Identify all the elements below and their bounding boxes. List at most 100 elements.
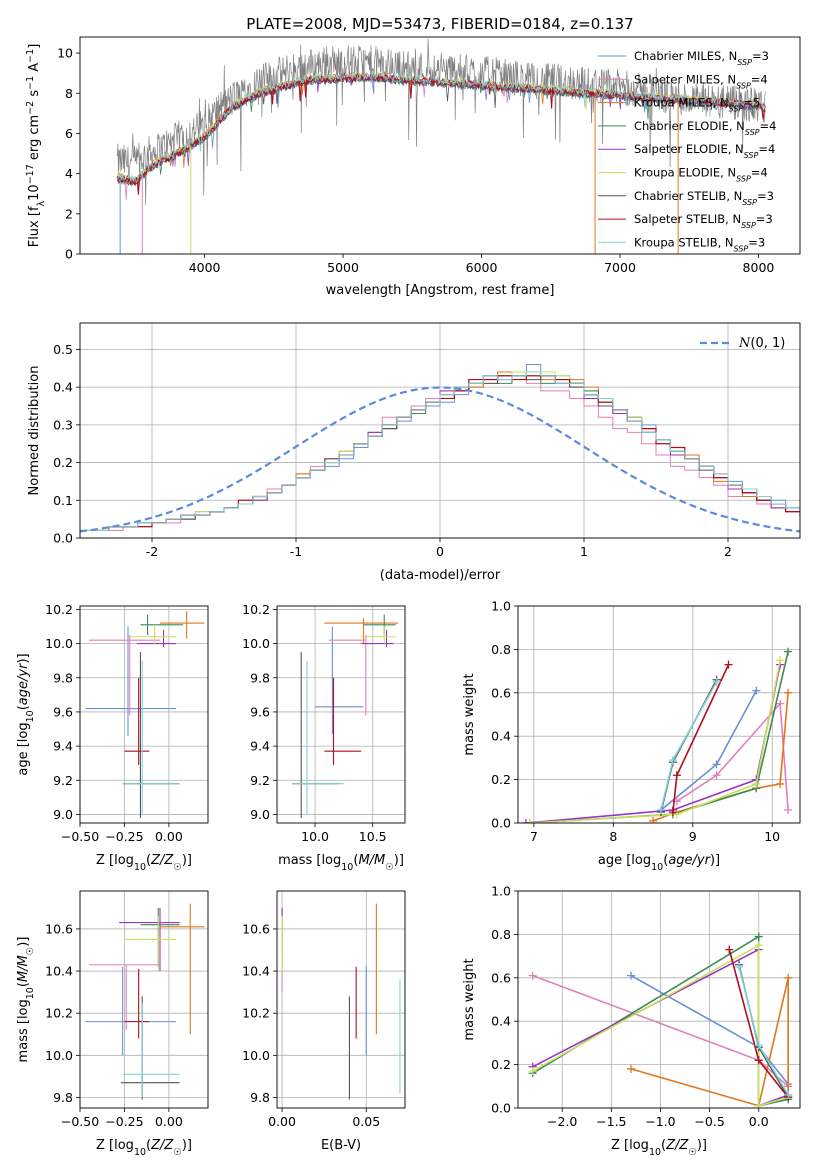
errorbar-kroupa-stelib: [291, 660, 344, 815]
mass-weight-vs-z-xtick-label: −2.0: [547, 1114, 577, 1129]
residuals-ylabel: Normed distribution: [27, 366, 42, 496]
mass-weight-kroupa-elodie: [525, 656, 785, 823]
mass-weight-vs-z-ytick-label: 0.2: [491, 1057, 511, 1072]
age-vs-z-xtick-label: −0.50: [61, 829, 99, 844]
errorbar-chabrier-elodie: [140, 614, 184, 636]
residuals-ytick-label: 0.5: [53, 342, 73, 357]
mass-weight-vs-z-xtick-label: 0.0: [749, 1114, 769, 1129]
age-vs-z-ytick-label: 9.0: [53, 807, 73, 822]
errorbar-chabrier-miles: [85, 626, 176, 736]
mass-weight-vs-age-frame: [517, 605, 801, 824]
mass-weight-marker: [776, 656, 785, 665]
mass-vs-ebv-xlabel: E(B-V): [321, 1138, 361, 1153]
mass-vs-ebv-xtick-label: 0.00: [268, 1114, 296, 1129]
mass-vs-z-frame: [79, 890, 209, 1109]
mass-weight-marker: [656, 805, 665, 814]
mass-vs-ebv-axes: 0.00 0.05 9.8 10.0 10.2 10.4 10.6 E(B-V): [242, 890, 406, 1153]
mass-weight-vs-age-xtick-label: 7: [530, 829, 538, 844]
errorbar-salpeter-miles: [88, 964, 160, 1031]
mass-weight-marker: [528, 1067, 537, 1076]
mass-weight-marker: [784, 1090, 793, 1099]
mass-vs-ebv-ytick-label: 10.0: [242, 1048, 270, 1063]
mass-weight-vs-z-plot-area: [528, 932, 793, 1108]
mass-weight-marker: [776, 779, 785, 788]
errorbar-salpeter-stelib: [324, 677, 362, 765]
residuals-xtick-label: 1: [580, 544, 588, 559]
age-vs-mass-ytick-label: 9.8: [250, 670, 270, 685]
mass-weight-marker: [725, 945, 734, 954]
mass-weight-vs-z-ytick-label: 0.6: [491, 970, 511, 985]
spectrum-xtick-label: 4000: [189, 260, 221, 275]
mass-weight-vs-z-ytick-label: 0.4: [491, 1014, 511, 1029]
legend-label: Salpeter ELODIE, NSSP=4: [634, 142, 775, 160]
spectrum-ytick-label: 0: [65, 247, 73, 262]
legend-label: Kroupa MILES, NSSP=5: [634, 96, 760, 114]
mass-weight-vs-z-frame: [517, 890, 801, 1109]
mass-weight-vs-age-ytick-label: 0.4: [491, 729, 511, 744]
residuals-ytick-label: 0.3: [53, 417, 73, 432]
mass-weight-marker: [668, 756, 677, 765]
age-vs-mass-ytick-label: 10.2: [242, 602, 270, 617]
age-vs-z-axes: −0.50 −0.25 0.00 9.0 9.2 9.4 9.6 9.8 10.0 10.2 Z […: [16, 602, 209, 873]
legend-label: Chabrier MILES, NSSP=3: [634, 49, 769, 67]
mass-weight-line: [676, 701, 789, 811]
mass-weight-marker: [626, 971, 635, 980]
mass-weight-vs-z-ylabel: mass weight: [462, 958, 477, 1040]
residuals-ytick-label: 0.1: [53, 493, 73, 508]
mass-weight-vs-age-ytick-label: 0.0: [491, 816, 511, 831]
errorbar-kroupa-miles: [324, 617, 399, 644]
spectrum-axes: 4000 5000 6000 7000 8000 0 2 4 6 8 10 wavelength [A…: [25, 36, 801, 298]
age-vs-mass-xtick-label: 10.0: [301, 829, 329, 844]
age-vs-mass-ytick-label: 9.0: [250, 807, 270, 822]
age-vs-z-ytick-label: 9.6: [53, 704, 73, 719]
mass-weight-marker: [784, 688, 793, 697]
mass-weight-kroupa-stelib: [735, 962, 793, 1099]
age-vs-z-ytick-label: 9.2: [53, 773, 73, 788]
histogram-kroupa-stelib: [80, 371, 800, 531]
mass-weight-vs-age-ytick-label: 1.0: [491, 599, 511, 614]
mass-weight-vs-age-axes: 7 8 9 10 0.0 0.2 0.4 0.6 0.8 1.0 mass weight age [l…: [462, 599, 801, 873]
mass-weight-vs-age-xtick-label: 8: [609, 829, 617, 844]
mass-weight-vs-z-ytick-label: 0.8: [491, 927, 511, 942]
residuals-plot-area: [80, 363, 800, 533]
age-vs-mass-ytick-label: 9.6: [250, 704, 270, 719]
spectrum-ytick-label: 8: [65, 86, 73, 101]
errorbar-salpeter-stelib: [124, 968, 150, 1039]
residuals-xtick-label: -1: [290, 544, 302, 559]
mass-weight-marker: [712, 760, 721, 769]
legend-label: Chabrier STELIB, NSSP=3: [634, 189, 774, 207]
mass-vs-z-ytick-label: 10.6: [45, 921, 73, 936]
mass-weight-marker: [754, 932, 763, 941]
mass-weight-vs-z-ytick-label: 1.0: [491, 884, 511, 899]
legend-label: Chabrier ELODIE, NSSP=4: [634, 119, 776, 137]
age-vs-z-frame: [79, 605, 209, 824]
mass-vs-z-ytick-label: 9.8: [53, 1090, 73, 1105]
age-vs-z-ytick-label: 10.0: [45, 636, 73, 651]
age-vs-z-xlabel: Z [log10(Z/Z☉)]: [96, 853, 192, 873]
mass-weight-vs-z-axes: −2.0 −1.5 −1.0 −0.5 0.0 0.0 0.2 0.4 0.6 0.8 1.0 mas…: [462, 884, 801, 1158]
mass-weight-line: [529, 660, 781, 823]
mass-vs-z-ylabel: mass [log10(M/M☉)]: [16, 937, 36, 1063]
mass-weight-vs-z-ytick-label: 0.0: [491, 1101, 511, 1116]
errorbar-kroupa-stelib: [122, 660, 180, 815]
mass-weight-marker: [784, 805, 793, 814]
mass-weight-marker: [626, 1064, 635, 1073]
errorbar-salpeter-stelib: [124, 677, 150, 765]
mass-weight-kroupa-stelib: [656, 677, 721, 814]
mass-weight-marker: [712, 677, 721, 686]
age-vs-z-xtick-label: 0.00: [155, 829, 183, 844]
errorbar-chabrier-miles: [315, 626, 364, 735]
mass-vs-ebv-ytick-label: 10.2: [242, 1006, 270, 1021]
spectrum-xtick-label: 5000: [327, 260, 359, 275]
errorbar-salpeter-miles: [328, 635, 367, 716]
mass-vs-z-xlabel: Z [log10(Z/Z☉)]: [96, 1138, 192, 1158]
mass-weight-marker: [752, 779, 761, 788]
mass-weight-marker: [754, 1056, 763, 1065]
mass-weight-vs-z-xlabel: Z [log10(Z/Z☉)]: [611, 1138, 707, 1158]
mass-weight-line: [532, 943, 789, 1107]
spectrum-ytick-label: 2: [65, 206, 73, 221]
mass-weight-marker: [754, 941, 763, 950]
normal-curve-line: [80, 386, 800, 533]
age-vs-mass-frame: [276, 605, 406, 824]
